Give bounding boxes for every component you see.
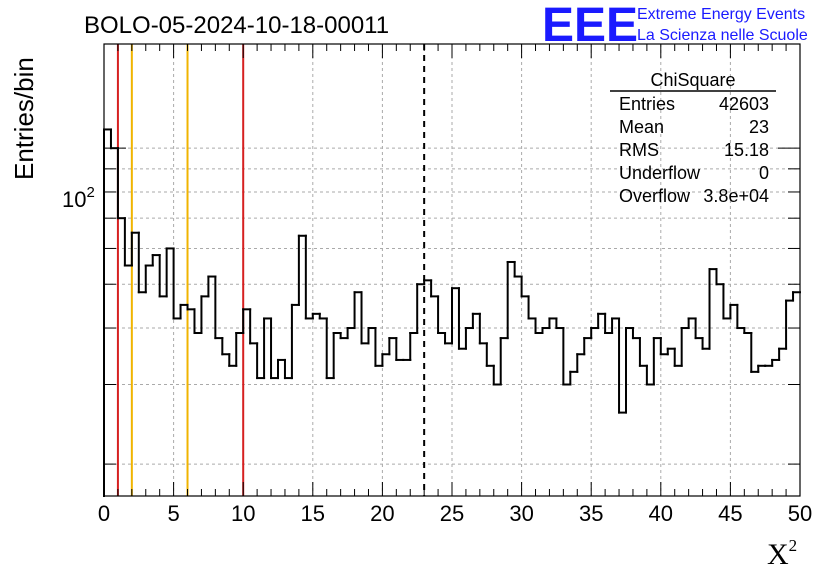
- stats-box: ChiSquare Entries 42603 Mean 23 RMS 15.1…: [610, 70, 776, 206]
- histogram: [103, 128, 801, 497]
- stats-value-rms: 15.18: [724, 140, 769, 160]
- x-tick-label: 0: [98, 501, 110, 526]
- stats-label-rms: RMS: [619, 140, 659, 160]
- stats-box-title: ChiSquare: [650, 70, 735, 90]
- stats-label-overflow: Overflow: [619, 186, 691, 206]
- x-axis-label: X2: [767, 536, 797, 571]
- x-tick-label: 45: [718, 501, 742, 526]
- chart-title: BOLO-05-2024-10-18-00011: [84, 12, 389, 39]
- x-tick-label: 15: [301, 501, 325, 526]
- y-axis-label: Entries/bin: [9, 57, 39, 180]
- x-tick-label: 35: [579, 501, 603, 526]
- eee-logo: EEE: [542, 0, 638, 52]
- logo-line-2: La Scienza nelle Scuole: [637, 27, 808, 44]
- stats-value-mean: 23: [749, 117, 769, 137]
- x-tick-label: 20: [370, 501, 394, 526]
- axis-ticks: 0 5 10 15 20 25 30 35 40 45 50: [98, 44, 812, 526]
- reference-lines: [116, 44, 426, 496]
- x-tick-label: 5: [167, 501, 179, 526]
- x-tick-label: 40: [649, 501, 673, 526]
- stats-value-entries: 42603: [719, 94, 769, 114]
- stats-label-mean: Mean: [619, 117, 664, 137]
- grid: [104, 44, 800, 496]
- stats-value-underflow: 0: [759, 163, 769, 183]
- stats-label-underflow: Underflow: [619, 163, 701, 183]
- y-tick-label: 102: [62, 184, 95, 212]
- x-tick-label: 10: [231, 501, 255, 526]
- x-tick-label: 50: [788, 501, 812, 526]
- x-tick-label: 25: [440, 501, 464, 526]
- x-tick-label: 30: [509, 501, 533, 526]
- logo-line-1: Extreme Energy Events: [637, 6, 805, 23]
- stats-value-overflow: 3.8e+04: [703, 186, 769, 206]
- stats-label-entries: Entries: [619, 94, 675, 114]
- plot-frame: [103, 43, 801, 497]
